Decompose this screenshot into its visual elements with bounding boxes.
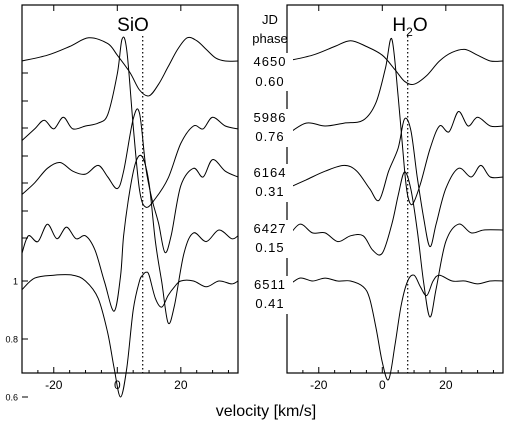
spectrum-h2o-6511 bbox=[286, 274, 504, 381]
y-tick-label: 0.6 bbox=[5, 393, 18, 403]
y-tick-label: 1 bbox=[13, 277, 18, 287]
epoch-label-bg bbox=[247, 164, 293, 202]
phase-header: phase bbox=[252, 31, 287, 46]
jd-header: JD bbox=[262, 12, 278, 27]
x-tick-label-h2o: 0 bbox=[379, 378, 386, 392]
epoch-label-bg bbox=[247, 220, 293, 258]
epoch-jd-label: 6511 bbox=[254, 277, 286, 292]
spectrum-sio-6427 bbox=[21, 154, 239, 325]
panel-title-h2o-main: H bbox=[392, 15, 406, 36]
epoch-phase-label: 0.76 bbox=[255, 129, 284, 144]
epoch-jd-label: 6164 bbox=[254, 165, 287, 180]
y-tick-label: 0.8 bbox=[5, 335, 18, 345]
labels: SiO H2O JD phase velocity [km/s] -20 0 20-… bbox=[5, 12, 452, 420]
spectrum-h2o-4650 bbox=[286, 40, 504, 86]
epoch-phase-label: 0.41 bbox=[255, 296, 284, 311]
spectrum-sio-6164 bbox=[21, 108, 239, 254]
epoch-phase-label: 0.15 bbox=[255, 240, 284, 255]
panel-frame-sio bbox=[21, 4, 239, 374]
epoch-jd-label: 4650 bbox=[254, 54, 287, 69]
panel-title-h2o: H2O bbox=[392, 15, 427, 39]
spectrum-sio-4650 bbox=[21, 36, 239, 97]
panel-title-sio: SiO bbox=[117, 15, 149, 36]
panel-title-h2o-sub: 2 bbox=[406, 25, 413, 39]
panel-title-h2o-tail: O bbox=[413, 15, 428, 36]
epoch-phase-label: 0.60 bbox=[255, 74, 284, 89]
axis-ticks bbox=[21, 5, 494, 398]
x-tick-label-h2o: 20 bbox=[439, 378, 453, 392]
epoch-label-bg bbox=[247, 276, 293, 314]
x-tick-label-sio: 20 bbox=[174, 378, 188, 392]
x-axis-label: velocity [km/s] bbox=[216, 403, 316, 420]
epoch-jd-label: 5986 bbox=[254, 110, 287, 125]
epoch-label-bg bbox=[247, 53, 293, 91]
spectrum-sio-5986 bbox=[21, 36, 239, 208]
epoch-jd-label: 6427 bbox=[254, 221, 287, 236]
spectrum-h2o-6164 bbox=[286, 117, 504, 248]
spectra-curves bbox=[21, 36, 504, 398]
x-tick-label-h2o: -20 bbox=[310, 378, 328, 392]
x-tick-label-sio: 0 bbox=[114, 378, 121, 392]
spectrum-sio-6511 bbox=[21, 271, 239, 398]
epoch-phase-label: 0.31 bbox=[255, 184, 284, 199]
x-tick-label-sio: -20 bbox=[45, 378, 63, 392]
spectrum-h2o-5986 bbox=[286, 37, 504, 206]
epoch-label-bg bbox=[247, 109, 293, 147]
spectrum-h2o-6427 bbox=[286, 171, 504, 318]
